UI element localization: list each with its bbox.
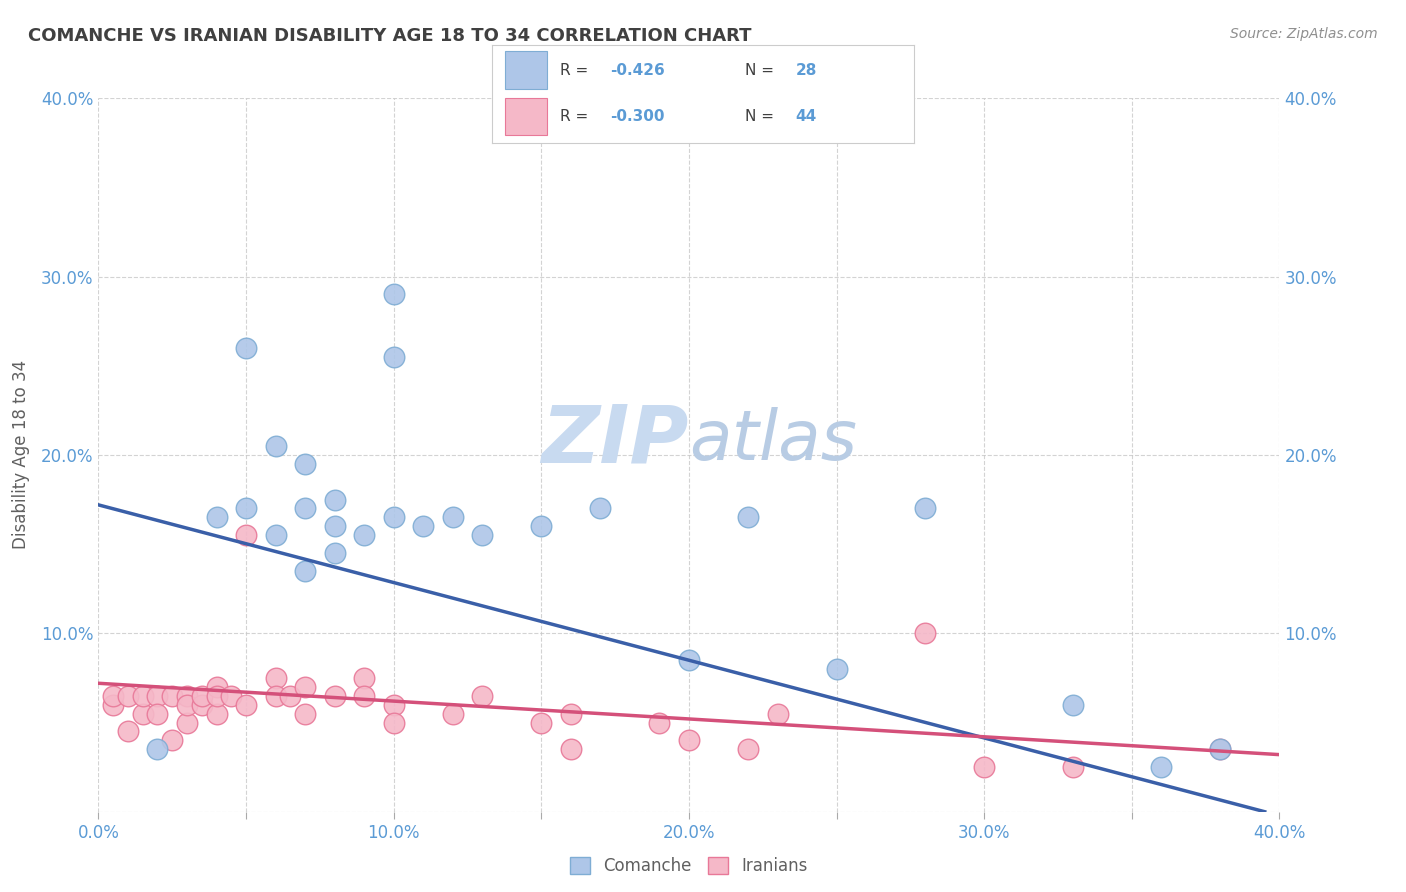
Point — [294, 457, 316, 471]
Point — [471, 689, 494, 703]
Point — [294, 706, 316, 721]
Point — [353, 671, 375, 685]
Text: -0.426: -0.426 — [610, 62, 665, 78]
Point — [323, 519, 346, 533]
Point — [294, 501, 316, 516]
Text: Source: ZipAtlas.com: Source: ZipAtlas.com — [1230, 27, 1378, 41]
Point — [825, 662, 848, 676]
Legend: Comanche, Iranians: Comanche, Iranians — [564, 850, 814, 882]
Point — [914, 501, 936, 516]
Point — [530, 519, 553, 533]
Point — [176, 698, 198, 712]
Point — [132, 706, 155, 721]
Point — [235, 501, 257, 516]
FancyBboxPatch shape — [505, 52, 547, 89]
Point — [1150, 760, 1173, 774]
Point — [1209, 742, 1232, 756]
Point — [323, 492, 346, 507]
Point — [294, 680, 316, 694]
Point — [737, 742, 759, 756]
Point — [382, 715, 405, 730]
Point — [530, 715, 553, 730]
Point — [176, 689, 198, 703]
Point — [382, 510, 405, 524]
Text: 44: 44 — [796, 109, 817, 124]
Point — [278, 689, 302, 703]
Point — [678, 733, 700, 747]
Point — [382, 287, 405, 301]
Point — [441, 510, 464, 524]
Point — [1209, 742, 1232, 756]
Point — [1062, 760, 1084, 774]
Text: R =: R = — [560, 62, 593, 78]
Point — [678, 653, 700, 667]
Point — [264, 671, 287, 685]
Point — [323, 546, 346, 560]
Point — [103, 689, 125, 703]
Point — [737, 510, 759, 524]
Point — [382, 350, 405, 364]
Text: ZIP: ZIP — [541, 401, 689, 480]
Point — [205, 706, 228, 721]
Text: COMANCHE VS IRANIAN DISABILITY AGE 18 TO 34 CORRELATION CHART: COMANCHE VS IRANIAN DISABILITY AGE 18 TO… — [28, 27, 752, 45]
Point — [973, 760, 995, 774]
Point — [117, 724, 139, 739]
Point — [382, 698, 405, 712]
Point — [235, 341, 257, 355]
Point — [353, 528, 375, 542]
Text: 28: 28 — [796, 62, 817, 78]
Point — [648, 715, 671, 730]
Point — [235, 698, 257, 712]
Point — [146, 706, 169, 721]
Point — [191, 698, 214, 712]
Text: N =: N = — [745, 109, 779, 124]
Point — [103, 698, 125, 712]
Point — [146, 689, 169, 703]
Point — [176, 715, 198, 730]
Point — [162, 689, 183, 703]
Point — [1062, 698, 1084, 712]
Point — [191, 689, 214, 703]
Text: -0.300: -0.300 — [610, 109, 665, 124]
Point — [471, 528, 494, 542]
Point — [441, 706, 464, 721]
Point — [560, 706, 582, 721]
Text: N =: N = — [745, 62, 779, 78]
Point — [205, 680, 228, 694]
Point — [132, 689, 155, 703]
Point — [264, 689, 287, 703]
Point — [560, 742, 582, 756]
Point — [264, 528, 287, 542]
FancyBboxPatch shape — [505, 97, 547, 135]
Point — [117, 689, 139, 703]
Point — [235, 528, 257, 542]
Text: atlas: atlas — [689, 407, 856, 475]
Point — [146, 742, 169, 756]
Point — [219, 689, 242, 703]
Y-axis label: Disability Age 18 to 34: Disability Age 18 to 34 — [11, 360, 30, 549]
Point — [589, 501, 612, 516]
Point — [914, 626, 936, 640]
Point — [323, 689, 346, 703]
Point — [766, 706, 789, 721]
Point — [294, 564, 316, 578]
Point — [264, 439, 287, 453]
Point — [353, 689, 375, 703]
Point — [205, 689, 228, 703]
Point — [412, 519, 434, 533]
Point — [162, 733, 183, 747]
Point — [205, 510, 228, 524]
Text: R =: R = — [560, 109, 593, 124]
